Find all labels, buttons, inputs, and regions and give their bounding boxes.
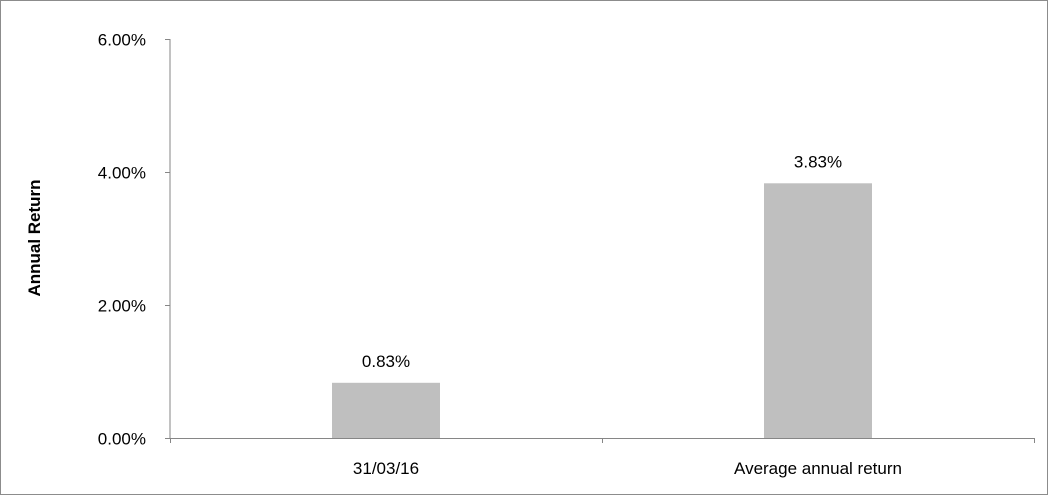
data-labels: 0.83% 3.83% — [362, 152, 842, 371]
x-axis: 31/03/16 Average annual return — [170, 438, 1035, 478]
bar-data-label: 3.83% — [794, 152, 842, 171]
x-tick-label: Average annual return — [734, 459, 902, 478]
y-tick-label: 4.00% — [98, 164, 146, 183]
bar — [332, 382, 440, 438]
y-tick-label: 0.00% — [98, 430, 146, 449]
y-axis-title: Annual Return — [25, 179, 44, 296]
bar — [764, 183, 872, 438]
bars — [332, 183, 872, 438]
bar-data-label: 0.83% — [362, 352, 410, 371]
x-tick-label: 31/03/16 — [353, 459, 419, 478]
y-tick-label: 6.00% — [98, 31, 146, 50]
y-tick-label: 2.00% — [98, 297, 146, 316]
y-axis: 0.00% 2.00% 4.00% 6.00% — [98, 31, 171, 449]
